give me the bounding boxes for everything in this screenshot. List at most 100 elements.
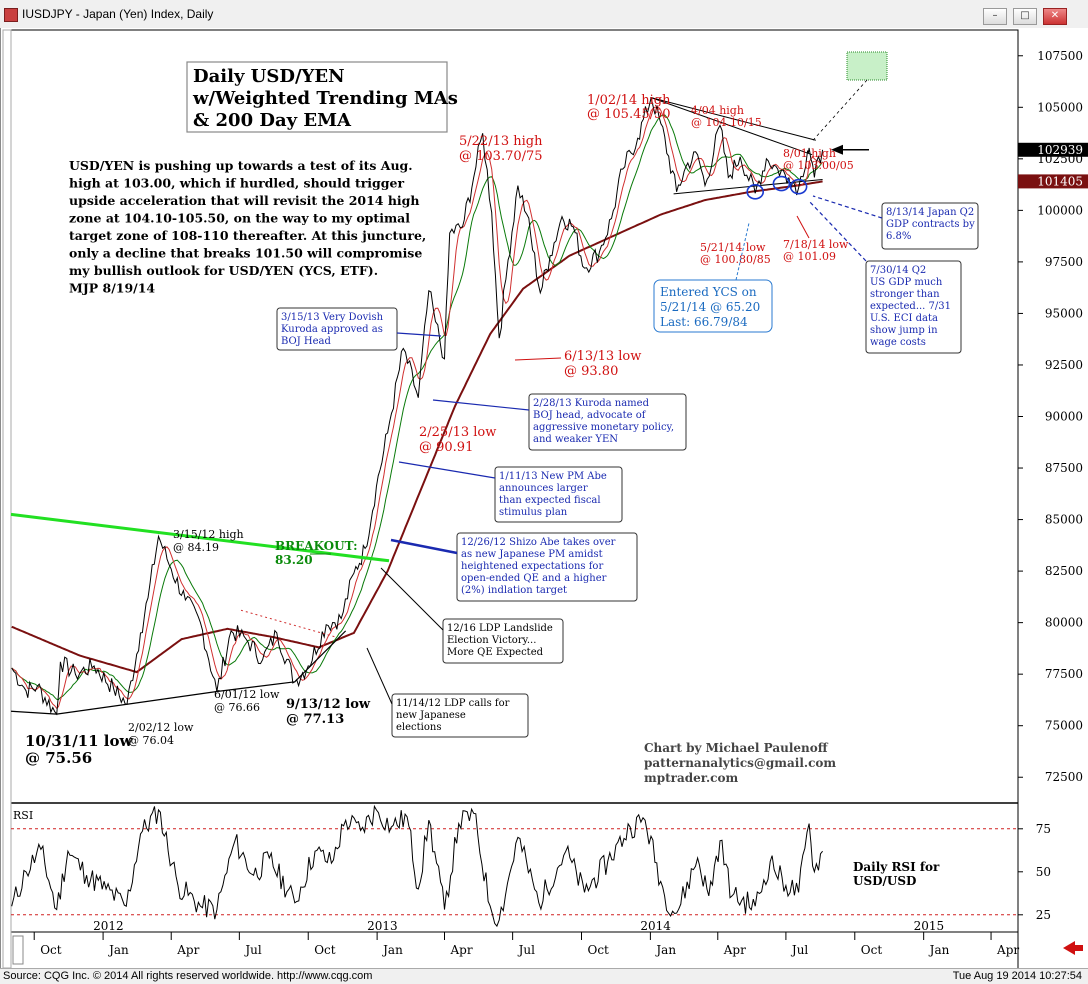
y-tick-label: 82500: [1045, 564, 1083, 578]
rsi-annotation: USD/USD: [853, 874, 916, 888]
credit-line: patternanalytics@gmail.com: [644, 756, 836, 770]
ycs-text: Entered YCS on: [660, 285, 757, 299]
moving-average-green: [11, 114, 824, 701]
dotted-trendline: [240, 609, 337, 638]
chart-canvas: 72500 75000 77500 80000 82500 85000 87500 90000…: [2, 29, 1088, 969]
timestamp: Tue Aug 19 2014 10:27:54: [952, 970, 1082, 982]
breakout-trendline: [10, 512, 390, 563]
moving-average-red: [11, 106, 823, 710]
note-text-blue: stimulus plan: [499, 507, 568, 518]
note-arrow: [432, 399, 530, 411]
annotation-black: @ 75.56: [25, 749, 92, 767]
annotation-red: @ 93.80: [564, 364, 618, 379]
x-tick-label: Jul: [790, 943, 809, 957]
lower-wedge-line: [673, 178, 823, 195]
annotation-black: 6/01/12 low: [214, 688, 280, 701]
y-tick-label: 87500: [1045, 461, 1083, 475]
scroll-left-handle: [12, 935, 24, 965]
annotation-black: @ 76.66: [214, 701, 260, 714]
x-tick-label: Oct: [40, 943, 62, 957]
maximize-button[interactable]: □: [1013, 8, 1037, 25]
note-arrow: [390, 538, 458, 555]
title-line: & 200 Day EMA: [193, 110, 352, 131]
chart-app-icon: [4, 8, 18, 22]
x-tick-label: Oct: [314, 943, 336, 957]
note-text-black: More QE Expected: [447, 647, 544, 658]
note-text-blue: BOJ Head: [281, 336, 332, 347]
annotation-red: 1/02/14 high: [587, 93, 671, 108]
y-tick-label: 75000: [1045, 719, 1083, 733]
note-text-blue: aggressive monetary policy,: [533, 422, 674, 433]
annotation-red: 7/18/14 low: [783, 238, 849, 251]
close-button[interactable]: ✕: [1043, 8, 1067, 25]
annotation-black: 9/13/12 low: [286, 697, 371, 712]
window-titlebar: IUSDJPY - Japan (Yen) Index, Daily – □ ✕: [0, 0, 1088, 29]
commentary-line: USD/YEN is pushing up towards a test of …: [69, 158, 413, 173]
ycs-text: 5/21/14 @ 65.20: [660, 300, 760, 314]
y-tick-label: 80000: [1045, 616, 1083, 630]
x-tick-label: Jan: [107, 943, 129, 957]
note-text-black: Election Victory...: [447, 635, 536, 646]
note-arrow: [396, 332, 442, 337]
annotation-pointer: [514, 357, 562, 361]
title-box: [186, 61, 448, 133]
y-tick-label: 100000: [1037, 203, 1083, 217]
y-tick-label: 85000: [1045, 513, 1083, 527]
ycs-text: Last: 66.79/84: [660, 315, 748, 329]
annotation-red: @ 100.80/85: [700, 253, 771, 266]
note-text-blue: US GDP much: [870, 277, 943, 288]
y-tick-label: 97500: [1045, 255, 1083, 269]
annotation-red: @ 103.70/75: [459, 149, 543, 164]
commentary-line: MJP 8/19/14: [69, 281, 155, 296]
annotation-red: 4/04 high: [691, 104, 744, 117]
note-box-blue: [881, 202, 979, 250]
annotation-red: @ 104.10/15: [691, 116, 762, 129]
note-text-blue: as new Japanese PM amidst: [461, 549, 603, 560]
chart-window: 72500 75000 77500 80000 82500 85000 87500 90000…: [0, 28, 1088, 969]
note-arrow: [366, 647, 393, 705]
y-tick-label: 90000: [1045, 410, 1083, 424]
x-tick-label: Apr: [996, 943, 1019, 957]
left-scrollbar: [2, 29, 12, 969]
annotation-pointer: [796, 215, 810, 239]
note-text-blue: BOJ head, advocate of: [533, 410, 647, 421]
note-box-blue: [528, 393, 687, 451]
note-box-black: [442, 618, 564, 664]
x-tick-label: Jan: [928, 943, 950, 957]
x-year-label: 2013: [367, 919, 398, 933]
target-zone-box: [846, 51, 888, 81]
y-tick-label: 92500: [1045, 358, 1083, 372]
annotation-black: @ 84.19: [173, 541, 219, 554]
note-text-blue: open-ended QE and a higher: [461, 573, 607, 584]
upper-wedge-line: [651, 97, 816, 141]
note-box-blue: [494, 466, 623, 523]
note-text-black: elections: [396, 722, 441, 733]
source-credit: Source: CQG Inc. © 2014 All rights reser…: [3, 970, 373, 982]
low-circle-marker: [789, 178, 808, 195]
note-text-blue: 2/28/13 Kuroda named: [533, 398, 650, 409]
note-text-blue: than expected fiscal: [499, 495, 601, 506]
minimize-button[interactable]: –: [983, 8, 1007, 25]
price-marker-label: 101405: [1037, 174, 1083, 188]
note-arrow: [812, 195, 883, 219]
commentary-line: only a decline that breaks 101.50 will c…: [69, 246, 422, 261]
note-text-blue: 1/11/13 New PM Abe: [499, 471, 607, 482]
annotation-black: @ 76.04: [128, 734, 174, 747]
breakout-label: 83.20: [275, 553, 313, 567]
note-text-blue: 3/15/13 Very Dovish: [281, 312, 384, 323]
annotation-black: 3/15/12 high: [173, 528, 244, 541]
note-text-blue: GDP contracts by: [886, 219, 975, 230]
rsi-line: [11, 804, 823, 928]
note-text-blue: wage costs: [870, 337, 926, 348]
low-circle-marker: [772, 175, 791, 192]
low-circle-marker: [746, 184, 765, 200]
note-box-blue: [456, 532, 638, 602]
note-text-blue: stronger than: [870, 289, 940, 300]
note-text-blue: 8/13/14 Japan Q2: [886, 207, 974, 218]
breakout-label: BREAKOUT:: [275, 539, 358, 553]
target-dashed-line: [812, 79, 868, 141]
status-bar: Source: CQG Inc. © 2014 All rights reser…: [0, 968, 1088, 984]
commentary-line: upside acceleration that will revisit th…: [69, 193, 420, 208]
y-tick-label: 95000: [1045, 306, 1083, 320]
note-text-blue: U.S. ECI data: [870, 313, 938, 324]
